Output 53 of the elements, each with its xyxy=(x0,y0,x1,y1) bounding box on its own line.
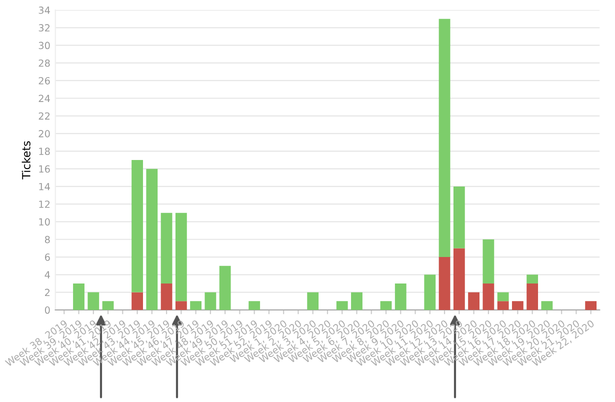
bar xyxy=(585,301,597,310)
y-tick-label: 14 xyxy=(39,183,50,190)
bar xyxy=(132,292,143,310)
y-tick-label: 24 xyxy=(38,94,50,102)
bar xyxy=(132,160,143,292)
y-tick-label: 20 xyxy=(38,130,50,138)
bar xyxy=(526,274,538,284)
bar xyxy=(468,292,480,310)
bar xyxy=(73,283,84,310)
y-tick-label: 22 xyxy=(38,112,50,120)
y-tick-label: 16 xyxy=(39,165,50,173)
y-tick-label: 34 xyxy=(38,6,50,14)
bar xyxy=(482,239,494,284)
y-tick-label: 28 xyxy=(38,59,50,67)
bar xyxy=(146,168,158,310)
bar xyxy=(394,283,406,310)
bar xyxy=(307,292,319,310)
bar xyxy=(88,292,100,310)
bar xyxy=(160,283,172,310)
y-tick-label: 10 xyxy=(39,218,50,226)
bar xyxy=(424,274,436,310)
y-tick-label: 26 xyxy=(38,77,50,84)
y-tick-label: 12 xyxy=(39,200,50,208)
y-tick-label: 18 xyxy=(39,148,50,156)
bar xyxy=(248,301,260,310)
bar xyxy=(497,292,509,302)
bar xyxy=(336,301,348,310)
bar xyxy=(512,301,524,310)
bar xyxy=(380,301,392,310)
y-tick-label: 6 xyxy=(44,254,50,261)
bar xyxy=(526,283,538,310)
bar xyxy=(482,283,494,310)
bar xyxy=(190,301,202,310)
bar xyxy=(219,266,231,310)
y-tick-label: 8 xyxy=(44,236,50,244)
bar xyxy=(175,212,187,302)
y-tick-label: 0 xyxy=(44,306,50,314)
bar xyxy=(497,301,509,310)
bar xyxy=(351,292,362,310)
bar xyxy=(438,257,450,310)
y-tick-label: 4 xyxy=(44,271,50,278)
bar xyxy=(438,18,450,258)
bar xyxy=(541,301,553,310)
y-axis-title: Tickets xyxy=(22,141,30,180)
bar xyxy=(204,292,216,310)
y-tick-label: 2 xyxy=(45,288,50,296)
bar xyxy=(102,301,114,310)
bar xyxy=(453,248,465,310)
bar xyxy=(160,212,172,284)
bar xyxy=(453,186,465,248)
y-tick-label: 30 xyxy=(38,42,50,50)
bar xyxy=(175,301,187,310)
y-tick-label: 32 xyxy=(38,24,50,32)
